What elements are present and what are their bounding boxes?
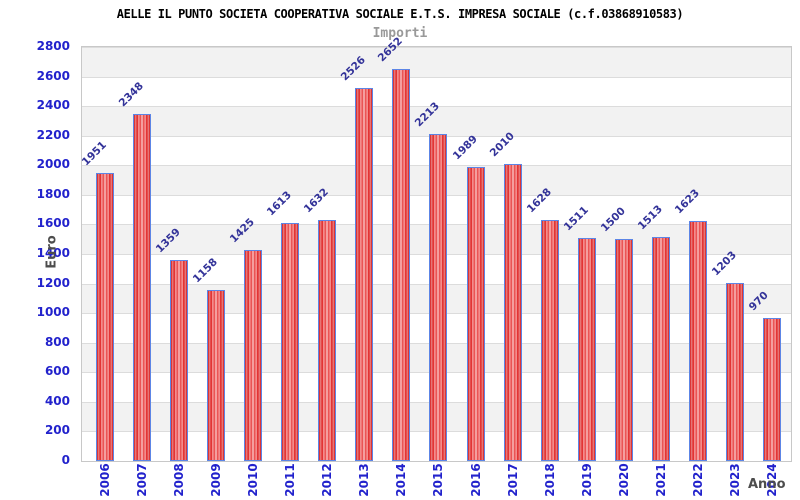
- x-tick-label: 2015: [431, 463, 446, 497]
- x-tick-label: 2021: [653, 463, 668, 497]
- chart-subtitle: Importi: [372, 26, 428, 41]
- x-tick-label: 2012: [320, 463, 335, 497]
- x-tick-label: 2010: [246, 463, 261, 497]
- y-tick-label: 800: [44, 334, 70, 349]
- bar: [281, 222, 300, 461]
- chart-title: AELLE IL PUNTO SOCIETA COOPERATIVA SOCIA…: [116, 7, 684, 21]
- y-tick-label: 1400: [36, 246, 70, 260]
- y-tick-label: 1200: [36, 275, 70, 290]
- plot-area: 1951 2348 1359 1158 1425 1613 1632 2526 2652 2213…: [79, 35, 792, 462]
- x-tick-label: 2007: [135, 463, 150, 497]
- bar: [392, 68, 411, 461]
- x-tick-label: 2009: [209, 463, 224, 497]
- bar: [614, 239, 633, 461]
- y-axis-title: Euro: [44, 235, 60, 269]
- x-tick-label: 2020: [616, 463, 631, 497]
- bar: [96, 172, 114, 461]
- bar: [503, 163, 522, 461]
- y-tick-label: 2000: [36, 157, 70, 172]
- bar-value-label: 1989: [450, 133, 480, 163]
- bar: [355, 87, 374, 461]
- bar: [207, 289, 226, 461]
- plot-band: [82, 47, 791, 77]
- x-tick-label: 2019: [579, 463, 594, 497]
- bar-value-label: 1951: [79, 138, 109, 168]
- y-tick-label: 1000: [36, 305, 70, 320]
- bar: [244, 250, 263, 461]
- y-tick-label: 600: [44, 364, 70, 379]
- y-tick-label: 400: [44, 393, 70, 408]
- x-tick-label: 2008: [172, 463, 187, 497]
- y-tick-label: 0: [61, 453, 70, 467]
- bar: [762, 317, 781, 461]
- x-axis-title: Anno: [748, 477, 786, 492]
- x-tick-label: 2011: [283, 463, 298, 497]
- bar: [725, 283, 744, 461]
- bar-value-label: 1158: [190, 255, 221, 286]
- y-tick-label: 200: [44, 423, 70, 438]
- gridline: [82, 106, 791, 108]
- bar: [688, 221, 707, 461]
- x-tick-label: 2018: [542, 463, 557, 497]
- x-tick-label: 2023: [727, 463, 742, 497]
- x-tick-label: 2006: [98, 463, 112, 497]
- bar: [577, 237, 596, 461]
- x-tick-label: 2016: [468, 463, 483, 497]
- x-tick-label: 2014: [394, 463, 409, 497]
- bar: [651, 237, 670, 461]
- x-tick-label: 2017: [505, 463, 520, 497]
- bar: [318, 219, 337, 461]
- x-tick-label: 2022: [690, 463, 705, 497]
- y-tick-label: 2200: [36, 127, 70, 142]
- plot-band: [82, 106, 791, 136]
- y-tick-label: 1600: [36, 216, 70, 231]
- bar: [540, 220, 559, 461]
- gridline: [82, 76, 791, 78]
- bar: [170, 260, 189, 461]
- y-tick-label: 2600: [36, 68, 70, 83]
- bar: [133, 113, 152, 461]
- y-tick-label: 2400: [36, 98, 70, 113]
- bar: [429, 133, 448, 461]
- y-tick-label: 1800: [36, 186, 70, 201]
- y-tick-label: 2800: [36, 39, 70, 53]
- gridline: [82, 47, 791, 48]
- x-tick-label: 2013: [357, 463, 372, 497]
- bar: [466, 166, 485, 461]
